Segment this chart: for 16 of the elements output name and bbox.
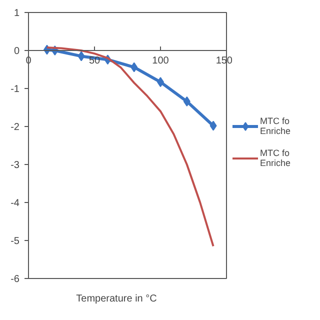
x-tick-label: 100	[152, 56, 170, 66]
y-tick-label: 0	[14, 46, 20, 57]
y-tick-label: -4	[10, 198, 20, 209]
legend-label: MTC fo Enriche	[260, 146, 291, 168]
point	[130, 62, 138, 72]
point	[210, 120, 217, 131]
y-tick-label: -1	[10, 84, 20, 95]
legend-label: MTC fo Enriche	[260, 114, 291, 136]
point	[78, 51, 85, 62]
y-tick-label: -5	[10, 236, 20, 247]
y-tick-label: -3	[10, 160, 20, 171]
point	[183, 96, 190, 106]
y-tick-label: -2	[10, 122, 20, 133]
y-tick-label: -6	[10, 274, 20, 285]
x-axis-title: Temperature in °C	[76, 294, 157, 304]
y-tick-label: 1	[14, 8, 20, 19]
